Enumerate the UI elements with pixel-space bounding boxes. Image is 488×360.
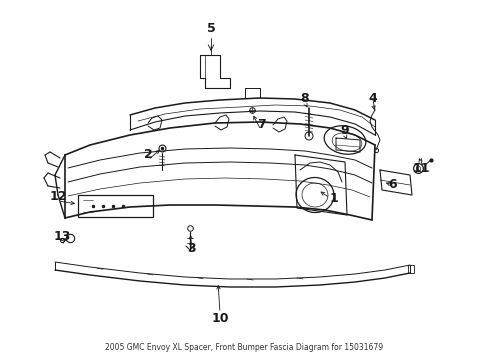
- Text: 2: 2: [143, 148, 152, 162]
- Text: 8: 8: [300, 91, 309, 104]
- Text: 6: 6: [388, 179, 397, 192]
- Text: 11: 11: [411, 162, 429, 175]
- Text: 3: 3: [187, 242, 196, 255]
- Text: 7: 7: [256, 118, 265, 131]
- Text: 9: 9: [340, 123, 348, 136]
- Text: 12: 12: [49, 189, 67, 202]
- Text: 2005 GMC Envoy XL Spacer, Front Bumper Fascia Diagram for 15031679: 2005 GMC Envoy XL Spacer, Front Bumper F…: [105, 343, 383, 352]
- Text: 5: 5: [206, 22, 215, 35]
- Bar: [78, 195, 153, 217]
- Bar: [407, 265, 413, 273]
- Text: 4: 4: [368, 91, 377, 104]
- Text: 1: 1: [329, 192, 338, 204]
- Text: 13: 13: [53, 230, 71, 243]
- Text: 10: 10: [211, 311, 228, 324]
